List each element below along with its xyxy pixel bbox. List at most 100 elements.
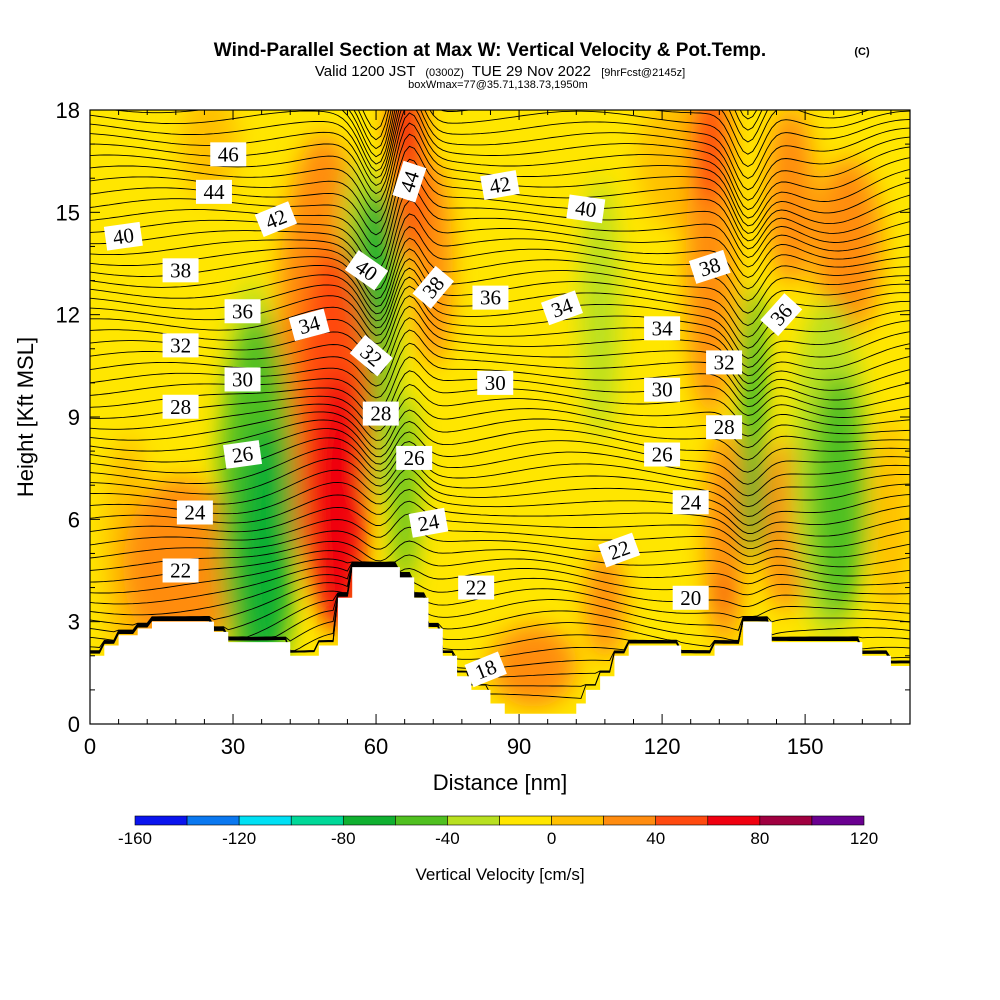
velocity-cell [717,573,731,615]
isentrope-label: 28 [162,394,199,419]
y-tick-label: 12 [56,303,80,328]
isentrope-label-text: 20 [680,586,701,610]
isentrope-label: 40 [103,221,143,251]
label-box [224,367,261,392]
y-tick-label: 6 [68,507,80,532]
isentrope-label-text: 30 [485,371,506,395]
label-box [288,308,330,342]
isentrope-line [90,513,910,558]
isentrope-label: 30 [477,370,514,395]
isentrope-label: 28 [362,401,399,426]
isentrope-label-text: 24 [416,509,441,536]
isentrope-line [90,186,910,271]
velocity-cell [690,110,729,206]
isentrope-line [90,526,910,568]
isentrope-label: 40 [566,194,606,224]
label-box [672,490,709,515]
label-box [477,370,514,395]
isentrope-label: 32 [162,333,199,358]
isentrope-label-text: 44 [203,180,225,204]
isentrope-label-text: 42 [488,171,513,198]
isentrope-label: 34 [288,308,330,342]
colorbar-title: Vertical Velocity [cm/s] [415,865,584,884]
label-box [472,285,509,310]
label-box [224,299,261,324]
colorbar-segment [342,815,396,826]
colorbar-tick-label: -120 [222,829,256,848]
isentrope-line [90,562,910,631]
colorbar-segment [759,815,813,826]
velocity-cell [392,396,417,588]
isentrope-label: 26 [644,442,681,467]
colorbar-segment [238,815,292,826]
label-box [458,575,495,600]
isentrope-line [90,384,910,437]
colorbar-tick-label: 120 [850,829,878,848]
isentrope-label: 46 [210,142,247,167]
isentrope-label-text: 30 [652,378,673,402]
colorbar-tick-label: 80 [750,829,769,848]
isentrope-label: 28 [706,415,743,440]
isentrope-label: 24 [672,490,709,515]
isentrope-line [90,562,910,619]
isentrope-label-text: 32 [170,333,191,357]
isentrope-line [90,447,910,508]
isentrope-line [90,213,910,291]
isentrope-label-text: 46 [218,142,239,166]
isentrope-label: 38 [162,258,199,283]
isentrope-label-text: 40 [574,196,598,223]
isentrope-line [111,110,910,168]
colorbar-tick-label: -160 [118,829,152,848]
colorbar-ticks: -160 -120 -80 -40 0 40 80 120 [118,829,878,848]
label-box [195,179,232,204]
isentrope-label: 44 [195,179,232,204]
colorbar-tick-label: -80 [331,829,356,848]
colorbar-segment [395,815,448,826]
y-axis-label: Height [Kft MSL] [13,337,38,497]
isentrope-line [90,468,910,526]
isentrope-line [90,172,910,260]
label-box [362,401,399,426]
label-box [672,585,709,610]
isentrope-label: 18 [464,651,507,688]
y-tick-label: 15 [56,200,80,225]
isentrope-line [90,112,910,219]
label-box [162,333,199,358]
isentrope-label: 36 [224,299,261,324]
colorbar [134,815,865,826]
isentrope-label-text: 28 [370,402,391,426]
isentrope-line [90,550,910,586]
label-box [254,201,298,238]
isentrope-line [90,409,910,461]
isentrope-label-text: 40 [111,223,135,250]
isentrope-line [348,110,871,158]
velocity-cell [490,625,577,707]
isentrope-label: 24 [408,507,449,538]
colorbar-tick-label: -40 [435,829,460,848]
colorbar-segment [134,815,188,826]
label-box [598,532,641,568]
label-box [644,442,681,467]
colorbar-segment [447,815,500,826]
label-box [644,377,681,402]
velocity-cell [742,283,764,530]
y-tick-label: 18 [56,98,80,123]
colorbar-segment [186,815,240,826]
isentrope-label-text: 34 [652,316,674,340]
velocity-cell [585,550,624,660]
isentrope-label-text: 26 [230,441,254,468]
label-box [688,249,731,284]
isentrope-label: 30 [644,377,681,402]
x-tick-label: 150 [787,734,824,759]
isentrope-label: 22 [458,575,495,600]
isentrope-label-text: 32 [714,350,735,374]
isentrope-line [90,489,910,542]
velocity-cell [414,161,453,366]
velocity-cell [766,110,815,284]
colorbar-segment [707,815,761,826]
label-box [392,160,427,203]
isentrope-line [90,540,910,577]
label-box [408,507,449,538]
valid-time-line: Valid 1200 JST (0300Z) TUE 29 Nov 2022 [… [315,63,685,80]
